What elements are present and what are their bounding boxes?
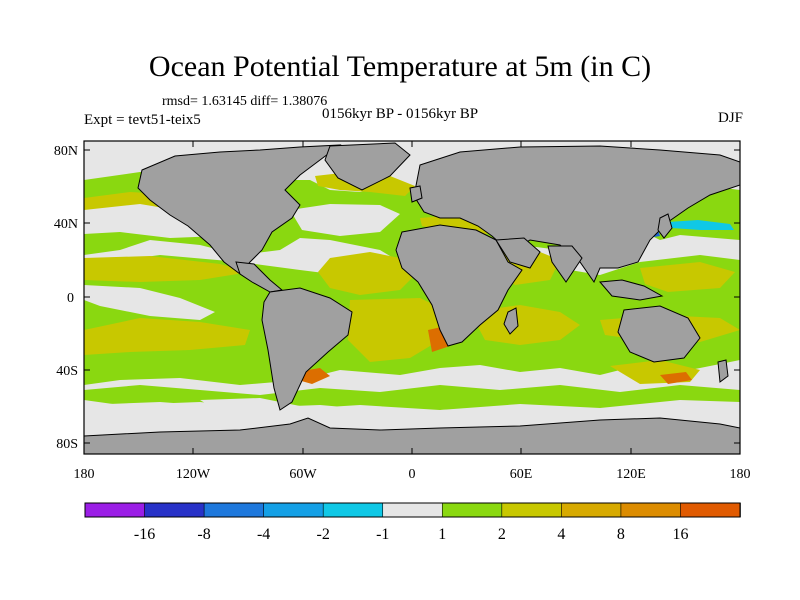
colorbar-label: -4: [257, 526, 270, 543]
stats-label: rmsd= 1.63145 diff= 1.38076: [162, 94, 328, 109]
band-western-pacific-tropical-yellow: [640, 262, 735, 292]
land-antarctica: [84, 417, 740, 454]
land-australia: [617, 305, 701, 363]
lon-label-180w: 180: [74, 467, 95, 482]
band-south-atlantic-yellow: [348, 298, 445, 362]
colorbar-bin: [561, 502, 622, 518]
spot-kuroshio-cyan: [668, 220, 734, 230]
colorbar-label: -8: [197, 526, 210, 543]
colorbar-bin: [144, 502, 205, 518]
land-masses: [84, 142, 740, 454]
colorbar-bin: [620, 502, 682, 518]
lon-label-0: 0: [409, 467, 416, 482]
land-british-isles: [409, 185, 423, 203]
lon-label-180e: 180: [730, 467, 751, 482]
lat-label-80s: 80S: [56, 437, 78, 452]
band-pacific-north-yellow: [84, 256, 250, 282]
land-new-zealand: [717, 359, 729, 383]
colorbar-bin: [680, 502, 741, 518]
lat-label-40s: 40S: [56, 364, 78, 379]
lon-label-120e: 120E: [616, 467, 646, 482]
land-greenland: [324, 142, 411, 191]
colorbar-label: -1: [376, 526, 389, 543]
land-arabia: [495, 237, 541, 269]
period-label: 0156kyr BP - 0156kyr BP: [322, 106, 479, 122]
experiment-label: Expt = tevt51-teix5: [84, 112, 201, 128]
colorbar-label: -2: [317, 526, 330, 543]
colorbar-bin: [382, 502, 444, 518]
lat-label-0: 0: [67, 291, 74, 306]
land-north-america: [137, 144, 342, 275]
colorbar-bin: [501, 502, 563, 518]
season-label: DJF: [717, 110, 743, 126]
plot-title: Ocean Potential Temperature at 5m (in C): [148, 50, 652, 83]
land-south-america: [261, 287, 353, 411]
land-india: [547, 245, 583, 283]
lat-label-40n: 40N: [54, 217, 78, 232]
colorbar-bin: [322, 502, 384, 518]
spot-western-pacific-orange: [660, 372, 692, 384]
colorbar-label: 1: [438, 526, 446, 543]
land-eurasia: [413, 145, 740, 284]
colorbar-label: 8: [617, 526, 625, 543]
colorbar-label: -16: [134, 526, 155, 543]
colorbar-label: 16: [672, 526, 688, 543]
colorbar-label: 2: [498, 526, 506, 543]
colorbar-bin: [263, 502, 324, 518]
latitude-axis: 80N 40N 0 40S 80S: [54, 144, 740, 452]
colorbar-border: [84, 502, 741, 518]
colorbar-bin: [441, 502, 503, 518]
colorbar: -16 -8 -4 -2 -1 1 2 4 8 16: [84, 502, 741, 543]
lon-label-120w: 120W: [176, 467, 211, 482]
map-panel: [84, 141, 740, 454]
patch-south-pacific-grey: [84, 285, 215, 320]
land-japan: [657, 213, 673, 239]
lon-label-60w: 60W: [289, 467, 317, 482]
band-indian-yellow: [470, 305, 580, 345]
band-pacific-south-yellow: [84, 318, 250, 355]
land-madagascar: [503, 307, 519, 335]
land-indonesia: [598, 279, 664, 301]
longitude-axis: 180 120W 60W 0 60E 120E 180: [74, 141, 751, 482]
band-tropical-atlantic-yellow: [318, 252, 420, 295]
colorbar-bin: [203, 502, 265, 518]
lat-label-80n: 80N: [54, 144, 78, 159]
lon-label-60e: 60E: [510, 467, 533, 482]
colorbar-bin: [84, 502, 146, 518]
land-africa: [395, 224, 523, 347]
patch-north-atlantic-grey: [290, 204, 400, 236]
colorbar-label: 4: [557, 526, 565, 543]
